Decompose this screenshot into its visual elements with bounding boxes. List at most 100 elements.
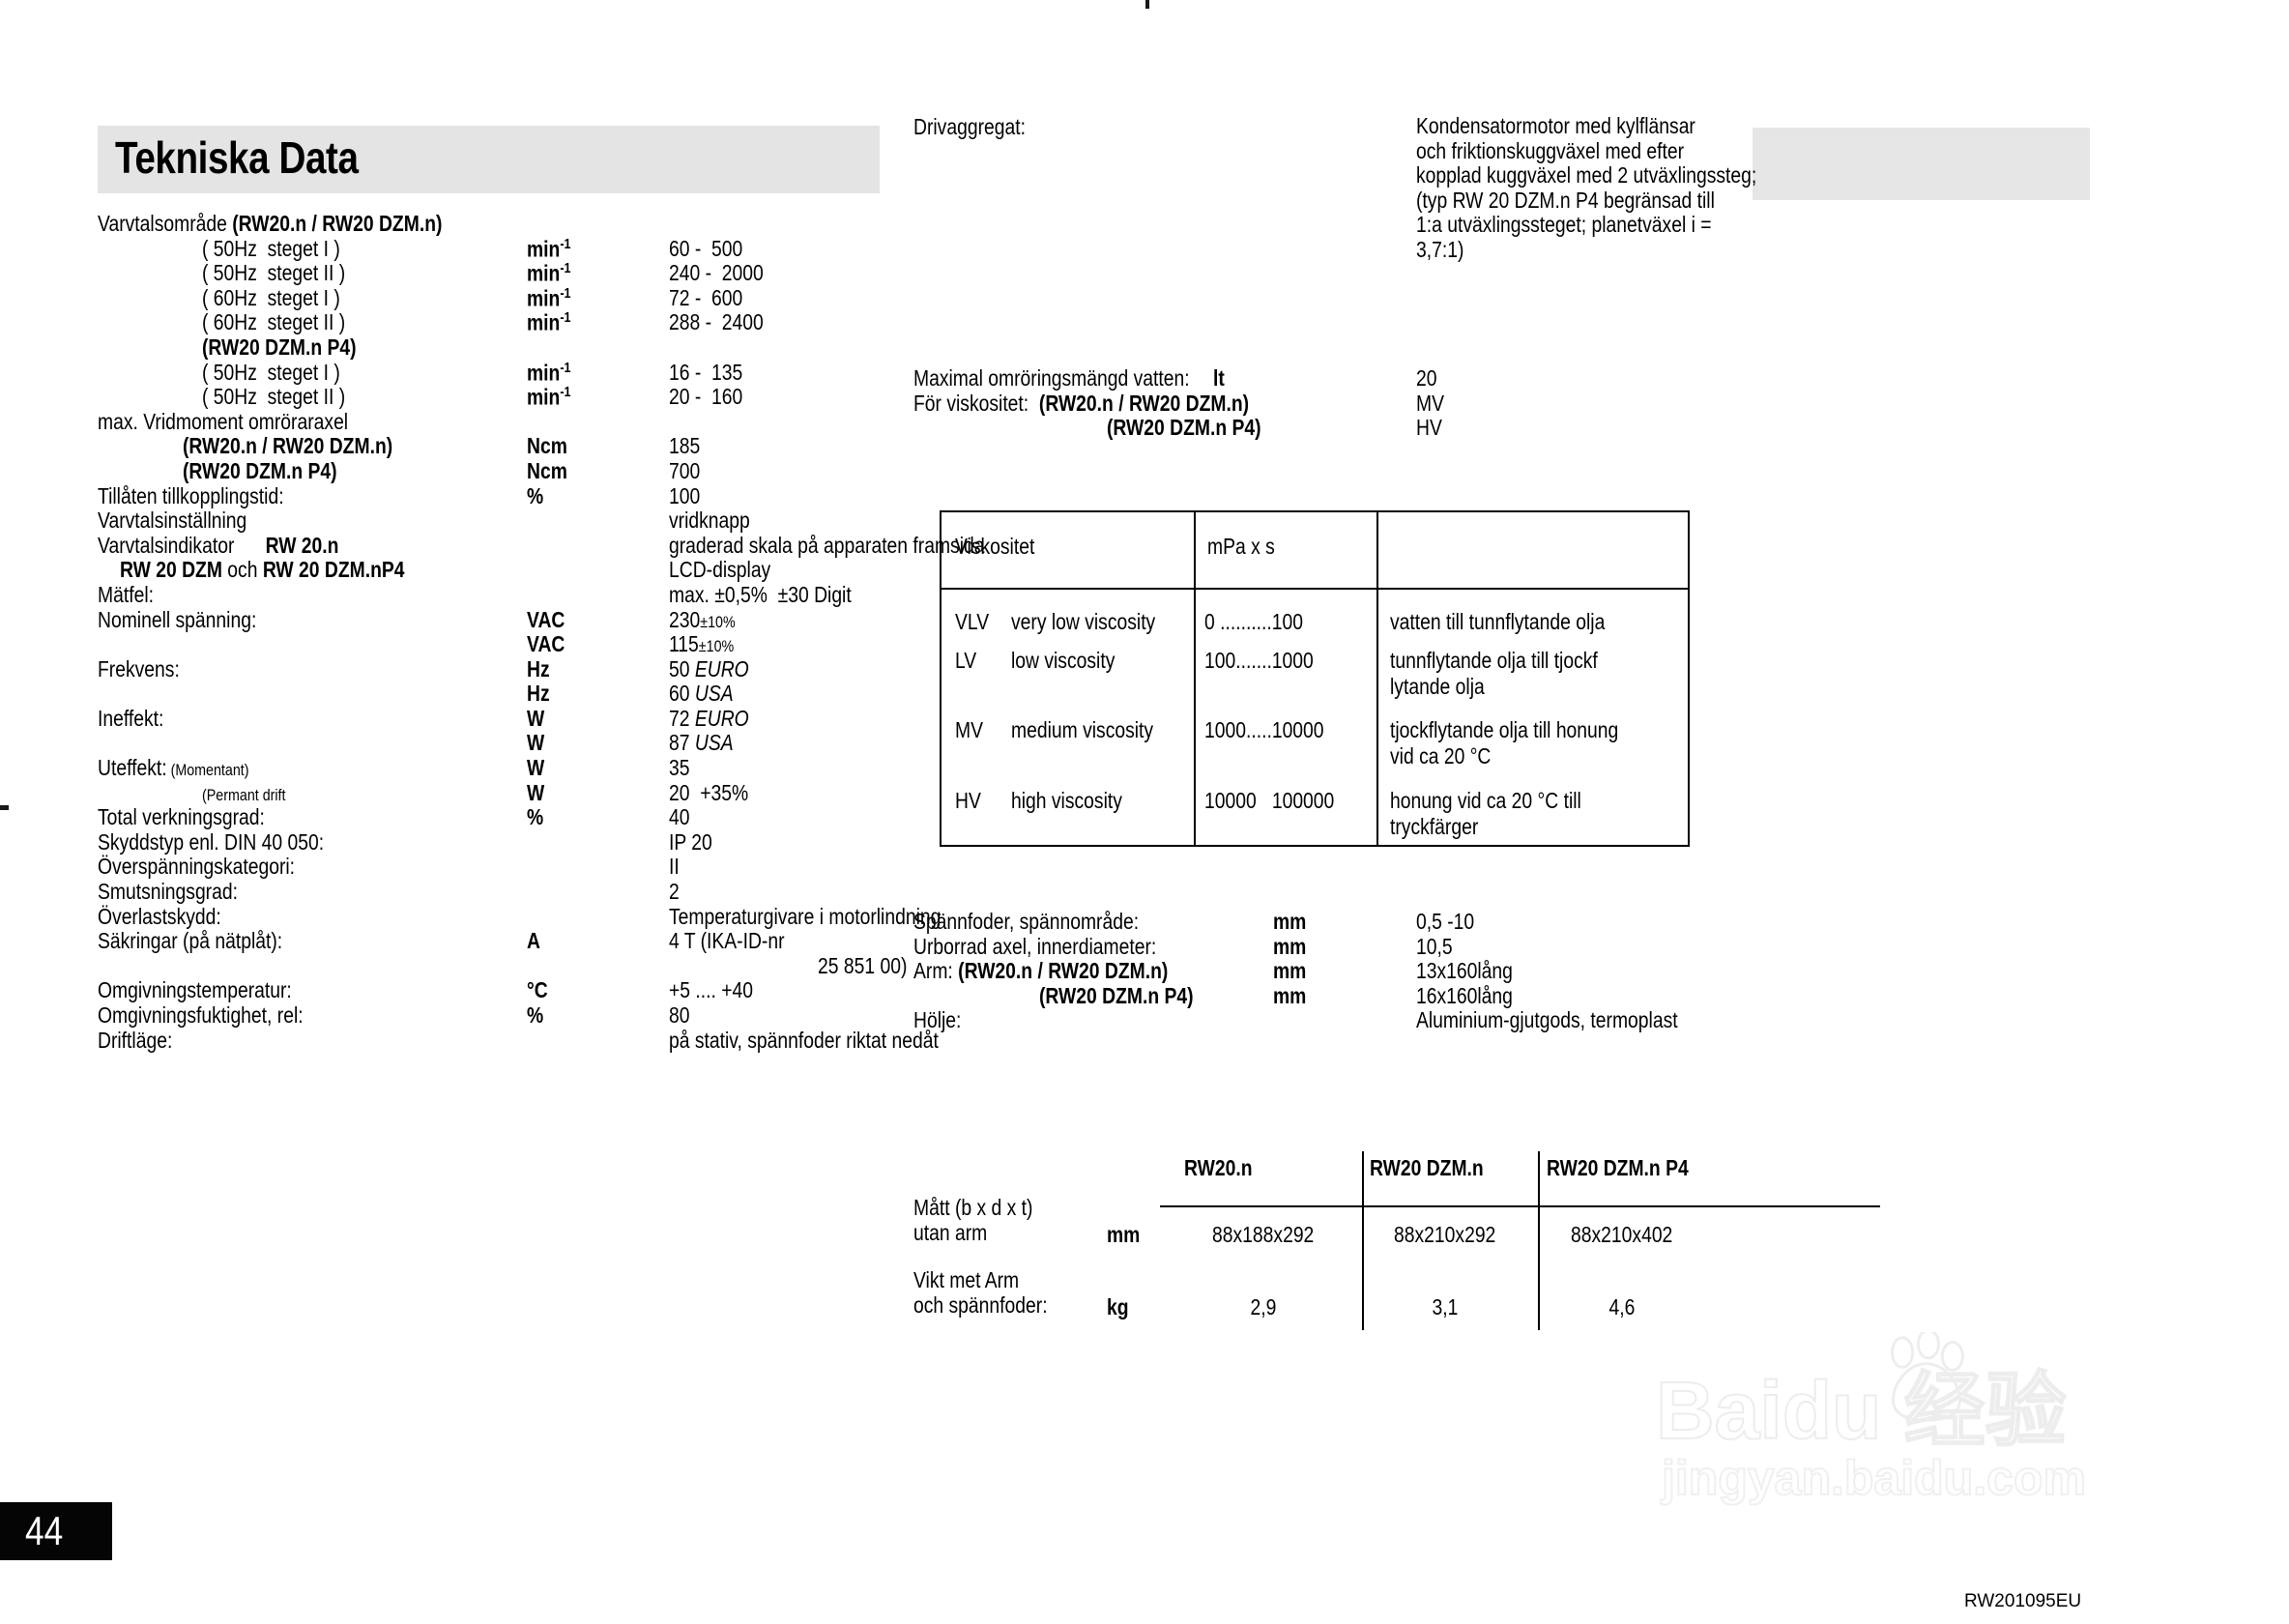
spec-row: Arm: (RW20.n / RW20 DZM.n) mm 13x160lång [913,958,1880,983]
dimensions-table-divider-2 [1538,1151,1540,1330]
spec-value: 10,5 [1416,933,1453,959]
spec-label: max. Vridmoment omröraraxel [98,408,349,434]
spec-unit: lt [1213,365,1225,391]
spec-row: (RW20 DZM.n P4) [98,334,890,360]
viscosity-code: LV [955,648,977,673]
spec-value: 13x160lång [1416,958,1513,984]
spec-row: Överlastskydd: Temperaturgivare i motorli… [98,904,941,929]
dimensions-row-unit: mm [1107,1222,1141,1247]
spec-value: 35 [669,755,690,781]
viscosity-description: vatten till tunnflytande olja [1390,609,1606,634]
spec-label: (RW20 DZM.n P4) [202,334,357,360]
spec-label: ( 50Hz steget II ) [202,384,346,410]
spec-label: Arm: (RW20.n / RW20 DZM.n) [913,958,1169,984]
spec-value: 185 [669,433,701,459]
spec-row: Urborrad axel, innerdiameter: mm 10,5 [913,934,1880,959]
section-title-band: Tekniska Data [98,126,880,193]
footer-document-code: RW201095EU [1964,1591,2082,1611]
viscosity-description: tjockflytande olja till honung vid ca 20 … [1390,717,1619,768]
viscosity-code: MV [955,717,983,742]
spec-value: MV [1416,390,1444,416]
spec-value: II [669,854,680,880]
viscosity-table: Viskositet mPa x s VLV very low viscosity 0 … [940,510,1690,847]
dimensions-column-header: RW20 DZM.n [1370,1155,1484,1180]
spec-row: (Permant drift W 20 +35% [98,780,890,805]
viscosity-table-divider-2 [1376,512,1378,845]
spec-row: ( 50Hz steget I ) min-1 16 - 135 [98,359,890,386]
viscosity-description: tunnflytande olja till tjockf lytande olj… [1390,648,1598,699]
spec-row: Nominell spänning: VAC 230±10% [98,607,890,632]
spec-row: Spännfoder, spännområde: mm 0,5 -10 [913,909,1880,934]
dimensions-table: RW20.n RW20 DZM.n RW20 DZM.n P4 Mått (b x d… [913,1146,1880,1339]
spec-row: Maximal omröringsmängd vatten: lt 20 [913,365,1880,391]
viscosity-range: 0 ..........100 [1204,609,1304,634]
spec-row: 25 851 00) [98,953,907,978]
spec-value: 20 [1416,365,1437,391]
spec-value: 60 USA [669,681,734,707]
spec-label: ( 50Hz steget I ) [202,359,340,385]
spec-row: Tillåten tillkopplingstid:% 100 [98,483,890,508]
spec-value: Aluminium-gjutgods, termoplast [1416,1007,1678,1033]
spec-row: RW 20 DZM och RW 20 DZM.nP4 LCD-display [98,557,890,582]
spec-value: graderad skala på apparaten framsida [669,532,985,558]
viscosity-table-divider-1 [1194,512,1196,845]
viscosity-name: low viscosity [1011,648,1116,673]
spec-label: Frekvens: [98,655,180,682]
spec-value: 60 - 500 [669,235,743,261]
page-number: 44 [25,1508,64,1553]
spec-label: (RW20 DZM.n P4) [183,457,337,483]
spec-label: Total verkningsgrad: [98,804,265,830]
spec-label: ( 60Hz steget II ) [202,309,346,335]
spec-label: Urborrad axel, innerdiameter: [913,933,1157,959]
spec-label: (Permant drift [202,785,286,804]
spec-label: Spännfoder, spännområde: [913,909,1140,934]
right-spec-column-bottom: Spännfoder, spännområde: mm 0,5 -10 Urborra… [913,909,1880,1032]
spec-label: (RW20 DZM.n P4) [1039,982,1194,1008]
paw-icon [1891,1332,1964,1422]
spec-label: (RW20 DZM.n P4) [1107,415,1261,441]
spec-label: Smutsningsgrad: [98,879,238,905]
crop-mark-left [0,805,9,810]
spec-value: 100 [669,482,701,508]
dimensions-column-header: RW20.n [1184,1155,1253,1180]
spec-value: 230±10% [669,606,736,632]
spec-label: Säkringar (på nätplåt): [98,928,283,954]
spec-unit: A [527,928,540,954]
spec-label: RW 20 DZM och RW 20 DZM.nP4 [120,557,405,583]
spec-unit: Ncm [527,433,567,459]
dimensions-table-divider-1 [1362,1151,1364,1330]
spec-row: (RW20 DZM.n P4) HV [913,415,1880,440]
spec-label: (RW20.n / RW20 DZM.n) [183,433,393,459]
spec-row: Säkringar (på nätplåt): A 4 T (IKA-ID-nr [98,928,890,953]
spec-unit: VAC [527,606,565,632]
spec-label: ( 50Hz steget I ) [202,235,340,261]
spec-unit: min-1 [527,359,571,386]
spec-label: Uteffekt: (Momentant) [98,755,249,781]
spec-label: Maximal omröringsmängd vatten: [913,365,1190,391]
spec-row: (RW20 DZM.n P4) mm 16x160lång [913,983,1880,1008]
crop-mark-top [1145,0,1149,9]
dimensions-row-label: Vikt met Arm och spännfoder: [913,1267,1048,1318]
spec-value: 288 - 2400 [669,309,764,335]
spec-row: VAC 115±10% [98,631,890,656]
dimensions-cell: 88x210x292 [1394,1222,1496,1247]
drive-unit-label: Drivaggregat: [913,114,1026,139]
spec-value: +5 .... +40 [669,977,754,1003]
spec-label: Varvtalsindikator RW 20.n [98,532,339,558]
dimensions-row-unit: kg [1107,1294,1129,1320]
spec-value: HV [1416,415,1442,441]
spec-row: W 87 USA [98,730,890,755]
spec-label: ( 60Hz steget I ) [202,284,340,310]
spec-value: 0,5 -10 [1416,909,1475,934]
viscosity-description: honung vid ca 20 °C till tryckfärger [1390,788,1581,839]
spec-value: 4 T (IKA-ID-nr [669,928,785,954]
spec-value: 20 +35% [669,779,749,805]
page-number-box: 44 [0,1502,112,1560]
spec-row: (RW20 DZM.n P4) Ncm 700 [98,458,890,483]
spec-unit: W [527,730,545,756]
spec-unit: W [527,705,545,731]
viscosity-range: 1000.....10000 [1204,717,1324,742]
spec-value: 700 [669,457,701,483]
spec-row: Varvtalsinställning vridknapp [98,508,890,533]
